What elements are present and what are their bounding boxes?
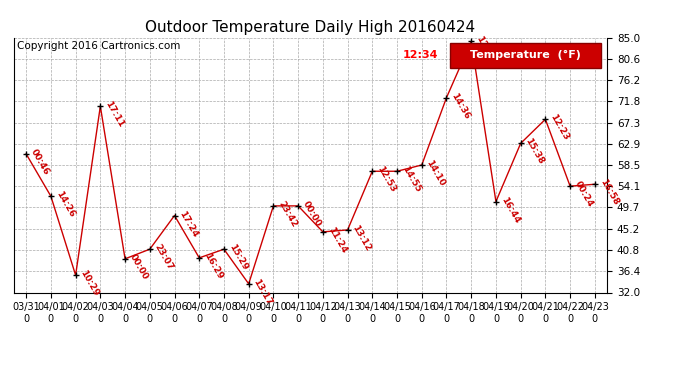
Text: 00:00: 00:00 [301, 200, 323, 228]
Text: Copyright 2016 Cartronics.com: Copyright 2016 Cartronics.com [17, 41, 180, 51]
Text: 15:29: 15:29 [227, 243, 249, 272]
Text: 14:55: 14:55 [400, 165, 422, 194]
Text: 00:00: 00:00 [128, 252, 150, 281]
Text: 16:44: 16:44 [499, 195, 521, 225]
Text: 11:24: 11:24 [326, 225, 348, 255]
Text: 17:11: 17:11 [104, 100, 126, 129]
Text: 23:07: 23:07 [152, 243, 175, 272]
FancyBboxPatch shape [450, 43, 601, 68]
Text: 13:17: 13:17 [252, 278, 274, 307]
Text: 12:23: 12:23 [549, 113, 571, 142]
Text: 15:38: 15:38 [524, 137, 546, 166]
Text: 14:36: 14:36 [449, 91, 472, 121]
Text: 14:26: 14:26 [54, 190, 76, 219]
Text: 14:10: 14:10 [425, 159, 447, 188]
Text: 00:24: 00:24 [573, 180, 595, 209]
Text: 10:29: 10:29 [79, 269, 101, 298]
Text: 16:58: 16:58 [598, 178, 620, 207]
Text: Temperature  (°F): Temperature (°F) [470, 50, 581, 60]
Text: 23:42: 23:42 [277, 200, 299, 229]
Text: 13:12: 13:12 [351, 224, 373, 253]
Text: 00:46: 00:46 [29, 147, 51, 177]
Text: 12:34: 12:34 [402, 50, 438, 60]
Text: 12:53: 12:53 [375, 165, 397, 194]
Text: 17:24: 17:24 [177, 209, 199, 238]
Text: 16:29: 16:29 [202, 251, 224, 281]
Text: 12:34: 12:34 [474, 35, 496, 64]
Title: Outdoor Temperature Daily High 20160424: Outdoor Temperature Daily High 20160424 [146, 20, 475, 35]
